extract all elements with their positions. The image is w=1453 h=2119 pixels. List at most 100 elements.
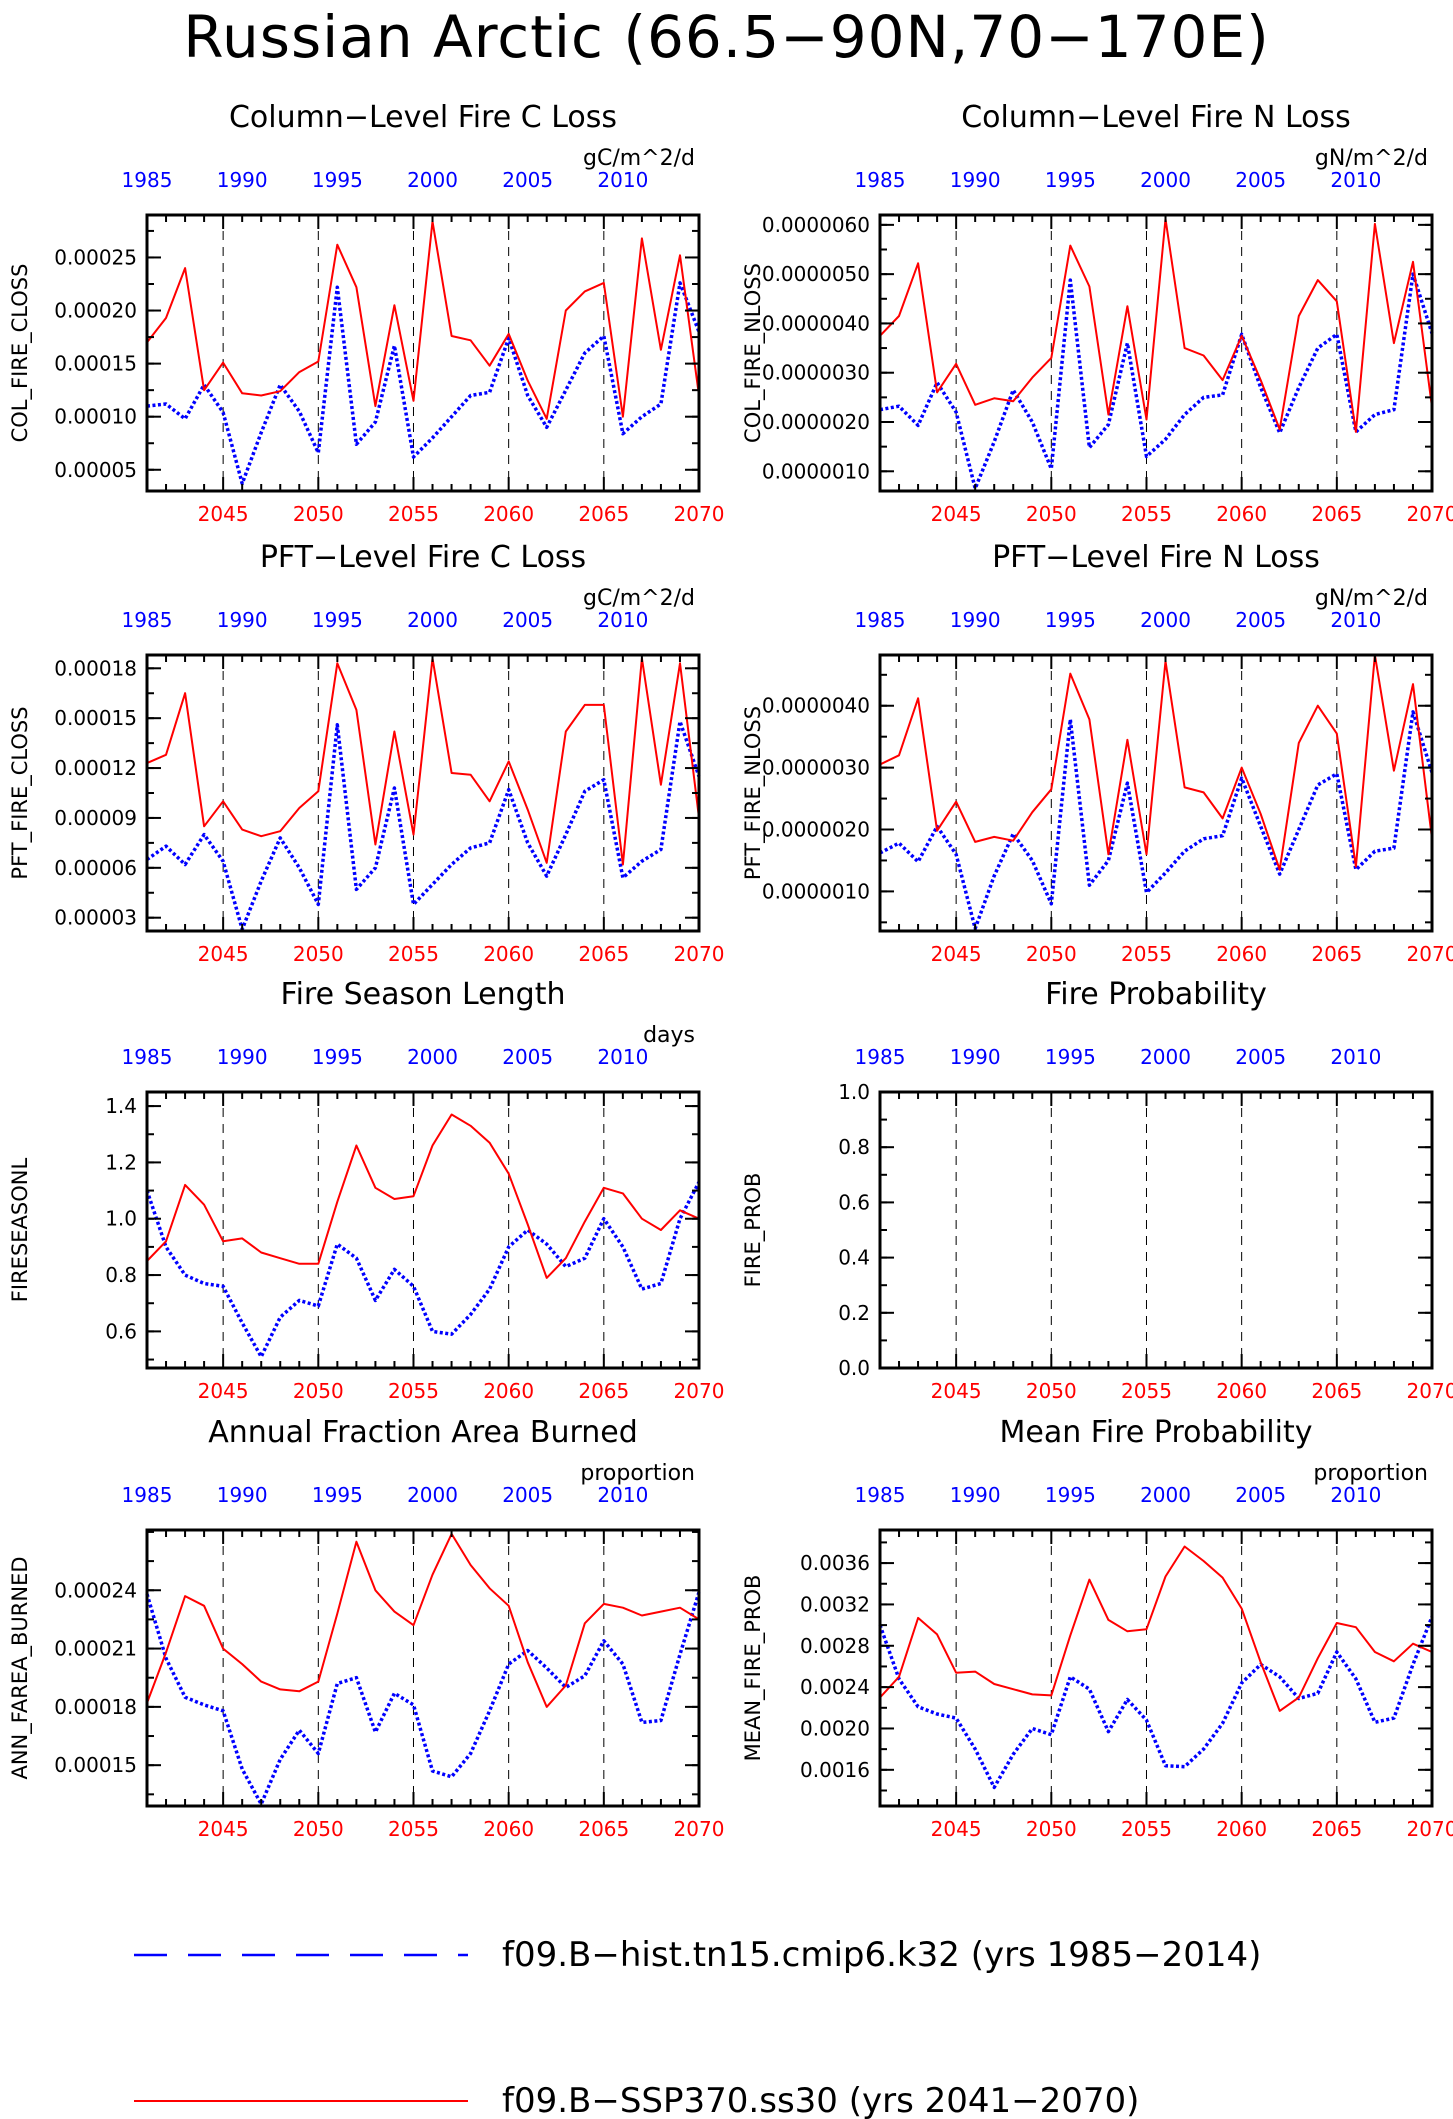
series-line-ssp — [879, 1545, 1433, 1712]
x-tick-label-bottom: 2060 — [483, 1379, 534, 1403]
plot-frame — [878, 1090, 1434, 1370]
x-tick-label-top: 1990 — [950, 1045, 1001, 1069]
x-tick-label-bottom: 2050 — [1026, 1817, 1077, 1841]
y-tick-label: 0.8 — [105, 1263, 137, 1287]
x-tick-label-top: 1995 — [1045, 608, 1096, 632]
plot-frame — [878, 213, 1434, 493]
y-tick-label: 0.0000050 — [762, 262, 870, 286]
panel-units: proportion — [1313, 1461, 1428, 1486]
x-tick-label-top: 2010 — [597, 608, 648, 632]
plot-frame — [145, 1528, 701, 1808]
y-tick-label: 0.0000020 — [762, 410, 870, 434]
x-tick-label-top: 2000 — [1140, 1045, 1191, 1069]
panel-title: Fire Probability — [1045, 977, 1267, 1012]
x-tick-label-bottom: 2055 — [388, 1817, 439, 1841]
x-tick-label-bottom: 2070 — [674, 1817, 725, 1841]
x-tick-label-bottom: 2065 — [1311, 502, 1362, 526]
x-tick-label-bottom: 2045 — [931, 502, 982, 526]
x-tick-label-bottom: 2060 — [1216, 502, 1267, 526]
x-tick-label-bottom: 2050 — [293, 1817, 344, 1841]
y-tick-label: 0.0016 — [800, 1758, 870, 1782]
x-tick-label-bottom: 2060 — [1216, 1379, 1267, 1403]
y-tick-label: 0.00021 — [54, 1637, 137, 1661]
main-title: Russian Arctic (66.5−90N,70−170E) — [183, 3, 1270, 71]
y-tick-label: 0.00009 — [54, 806, 137, 830]
legend: f09.B−hist.tn15.cmip6.k32 (yrs 1985−2014… — [134, 1935, 1261, 2119]
x-tick-label-top: 2005 — [1235, 168, 1286, 192]
x-tick-label-bottom: 2045 — [198, 1817, 249, 1841]
x-tick-label-bottom: 2050 — [1026, 1379, 1077, 1403]
x-tick-label-top: 1985 — [855, 1483, 906, 1507]
series-line-hist — [146, 281, 701, 486]
x-tick-label-bottom: 2065 — [578, 502, 629, 526]
panel-units: gC/m^2/d — [583, 586, 695, 611]
series-line-hist — [879, 272, 1434, 491]
x-tick-label-bottom: 2055 — [1121, 942, 1172, 966]
x-tick-label-top: 1995 — [312, 1045, 363, 1069]
y-tick-label: 0.0000040 — [762, 694, 870, 718]
y-tick-label: 0.0028 — [800, 1634, 870, 1658]
x-tick-label-top: 1985 — [122, 168, 173, 192]
y-tick-label: 0.0000040 — [762, 311, 870, 335]
y-tick-label: 0.00018 — [54, 1695, 137, 1719]
panel-units: proportion — [580, 1461, 695, 1486]
x-tick-label-bottom: 2055 — [388, 1379, 439, 1403]
chart-panel-6: Fire Probability FIRE_PROB 2045 2050 2055 206… — [741, 977, 1453, 1403]
y-tick-label: 0.00025 — [54, 245, 137, 269]
x-tick-label-top: 1990 — [217, 168, 268, 192]
x-tick-label-top: 1990 — [217, 1045, 268, 1069]
panel-title: Annual Fraction Area Burned — [208, 1415, 638, 1450]
y-tick-label: 0.00012 — [54, 756, 137, 780]
x-tick-label-top: 2010 — [597, 1483, 648, 1507]
panel-title: Mean Fire Probability — [1000, 1415, 1313, 1450]
x-tick-label-bottom: 2045 — [931, 1817, 982, 1841]
y-tick-label: 0.0000060 — [762, 213, 870, 237]
x-tick-label-top: 2005 — [502, 168, 553, 192]
series-line-ssp — [146, 220, 700, 420]
series-line-ssp — [879, 217, 1433, 433]
x-tick-label-top: 1995 — [312, 168, 363, 192]
x-tick-label-bottom: 2060 — [1216, 1817, 1267, 1841]
x-tick-label-bottom: 2045 — [198, 942, 249, 966]
x-tick-label-bottom: 2065 — [1311, 1817, 1362, 1841]
y-tick-label: 0.00010 — [54, 405, 137, 429]
y-tick-label: 0.00015 — [54, 1753, 137, 1777]
x-tick-label-bottom: 2045 — [198, 502, 249, 526]
x-tick-label-top: 1985 — [122, 608, 173, 632]
series-line-ssp — [146, 1113, 700, 1279]
series-line-ssp — [146, 657, 700, 866]
x-tick-label-top: 2010 — [1330, 168, 1381, 192]
series-line-ssp — [879, 654, 1433, 871]
x-tick-label-top: 2000 — [407, 168, 458, 192]
x-tick-label-top: 1985 — [855, 168, 906, 192]
x-tick-label-top: 2005 — [502, 1483, 553, 1507]
x-tick-label-bottom: 2060 — [483, 1817, 534, 1841]
x-tick-label-top: 1985 — [855, 1045, 906, 1069]
x-tick-label-bottom: 2070 — [1407, 1379, 1453, 1403]
y-tick-label: 0.2 — [838, 1301, 870, 1325]
x-tick-label-top: 1995 — [1045, 168, 1096, 192]
series-line-hist — [145, 719, 701, 932]
plot-frame — [145, 213, 701, 493]
x-tick-label-top: 2010 — [1330, 1045, 1381, 1069]
x-tick-label-bottom: 2070 — [674, 502, 725, 526]
y-tick-label: 0.0000020 — [762, 818, 870, 842]
y-tick-label: 0.6 — [105, 1319, 137, 1343]
x-tick-label-top: 1995 — [1045, 1045, 1096, 1069]
x-tick-label-bottom: 2045 — [198, 1379, 249, 1403]
chart-panel-3: PFT−Level Fire C Loss gC/m^2/d PFT_FIRE_CL… — [8, 540, 724, 966]
x-tick-label-bottom: 2065 — [578, 1379, 629, 1403]
x-tick-label-top: 2005 — [1235, 1045, 1286, 1069]
x-tick-label-bottom: 2050 — [293, 502, 344, 526]
y-tick-label: 0.00024 — [54, 1578, 137, 1602]
x-tick-label-bottom: 2060 — [483, 942, 534, 966]
y-axis-label: PFT_FIRE_NLOSS — [741, 706, 766, 880]
y-tick-label: 0.0000010 — [762, 879, 870, 903]
x-tick-label-bottom: 2070 — [1407, 1817, 1453, 1841]
y-tick-label: 1.2 — [105, 1150, 137, 1174]
x-tick-label-top: 1990 — [217, 1483, 268, 1507]
x-tick-label-top: 2000 — [1140, 168, 1191, 192]
y-tick-label: 0.0000010 — [762, 459, 870, 483]
